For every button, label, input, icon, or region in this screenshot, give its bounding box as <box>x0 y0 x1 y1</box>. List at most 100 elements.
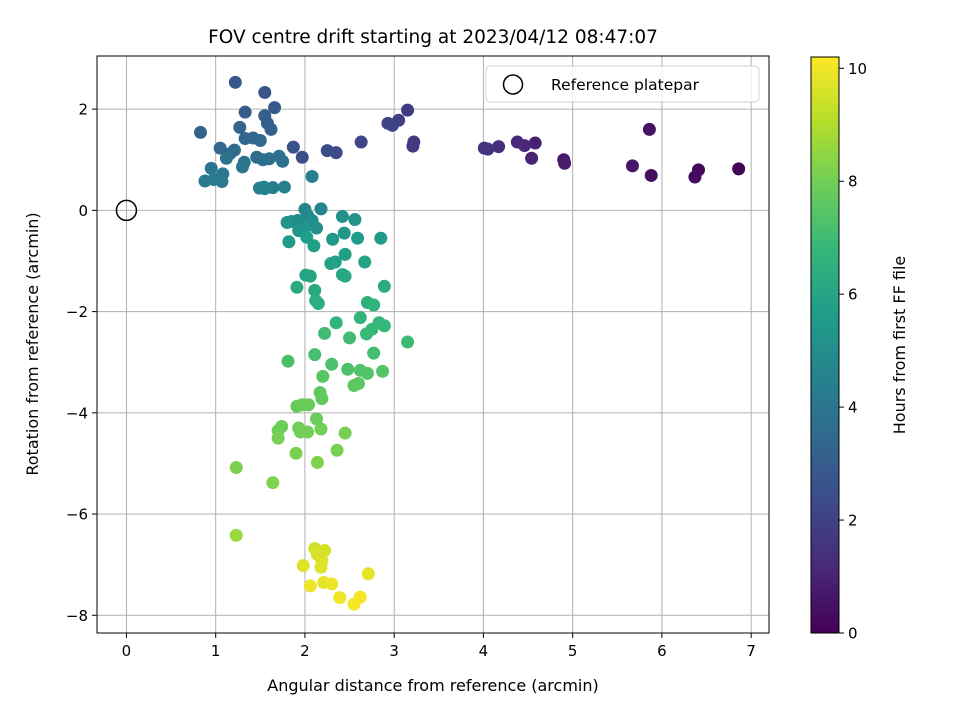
data-point <box>320 144 334 158</box>
data-point <box>338 269 352 283</box>
data-point <box>347 378 361 392</box>
data-point <box>558 156 572 170</box>
reference-marker <box>115 199 138 222</box>
data-point <box>289 446 303 460</box>
data-point <box>338 247 352 261</box>
data-point <box>510 135 524 149</box>
data-point <box>401 335 415 349</box>
data-point <box>406 139 420 153</box>
legend: Reference platepar <box>485 65 760 103</box>
data-point <box>219 151 233 165</box>
data-point <box>361 567 375 581</box>
x-tick-label: 2 <box>300 642 310 660</box>
data-point <box>353 311 367 325</box>
data-point <box>315 392 329 406</box>
data-point <box>688 170 702 184</box>
y-axis-ticks: 2 0 −2 −4 −6 −8 <box>66 101 97 625</box>
legend-marker-icon <box>502 74 524 95</box>
data-point <box>310 455 324 469</box>
colorbar-label: Hours from first FF file <box>890 256 909 435</box>
data-point <box>194 125 208 139</box>
data-point <box>326 232 340 246</box>
data-point <box>343 331 357 345</box>
data-point <box>732 162 746 176</box>
data-point <box>324 257 338 271</box>
y-tick-label: −4 <box>66 404 88 422</box>
data-point <box>276 154 290 168</box>
data-points <box>194 75 746 611</box>
data-point <box>325 357 339 371</box>
data-point <box>229 460 243 474</box>
legend-box <box>485 65 760 103</box>
colorbar-tick-label: 0 <box>848 625 858 643</box>
data-point <box>525 151 539 165</box>
x-tick-label: 3 <box>389 642 399 660</box>
x-tick-label: 1 <box>211 642 221 660</box>
data-point <box>290 280 304 294</box>
data-point <box>235 160 249 174</box>
data-point <box>314 422 328 436</box>
legend-entry-reference: Reference platepar <box>551 76 700 94</box>
data-point <box>310 221 324 235</box>
colorbar-tick-label: 8 <box>848 173 858 191</box>
data-point <box>337 226 351 240</box>
y-tick-label: −8 <box>66 607 88 625</box>
data-point <box>213 141 227 155</box>
data-point <box>376 364 390 378</box>
y-tick-label: −2 <box>66 303 88 321</box>
data-point <box>207 172 221 186</box>
data-point <box>333 591 347 605</box>
data-point <box>271 431 285 445</box>
data-point <box>367 298 381 312</box>
data-point <box>258 85 272 99</box>
data-point <box>233 120 247 134</box>
data-point <box>329 316 343 330</box>
data-point <box>286 140 300 154</box>
data-point <box>277 180 291 194</box>
reference-point <box>115 199 138 222</box>
data-point <box>301 425 315 439</box>
data-point <box>308 348 322 362</box>
data-point <box>358 255 372 269</box>
data-point <box>227 143 241 157</box>
data-point <box>300 230 314 244</box>
data-point <box>330 443 344 457</box>
y-tick-label: −6 <box>66 506 88 524</box>
data-point <box>347 597 361 611</box>
x-tick-label: 6 <box>657 642 667 660</box>
x-axis-ticks: 0 1 2 3 4 5 6 7 <box>122 633 756 660</box>
x-tick-label: 7 <box>746 642 756 660</box>
data-point <box>351 231 365 245</box>
data-point <box>354 135 368 149</box>
data-point <box>644 168 658 182</box>
chart-title: FOV centre drift starting at 2023/04/12 … <box>208 27 658 48</box>
colorbar-tick-label: 6 <box>848 286 858 304</box>
data-point <box>360 327 374 341</box>
data-point <box>305 169 319 183</box>
data-point <box>264 122 278 136</box>
data-point <box>310 412 324 426</box>
colorbar-tick-label: 2 <box>848 512 858 530</box>
data-point <box>338 426 352 440</box>
data-point <box>374 231 388 245</box>
data-point <box>282 235 296 249</box>
data-point <box>266 476 280 490</box>
x-tick-label: 4 <box>479 642 489 660</box>
data-point <box>311 297 325 311</box>
data-point <box>280 216 294 230</box>
data-point <box>228 75 242 89</box>
data-point <box>303 269 317 283</box>
data-point <box>302 398 316 412</box>
data-point <box>642 122 656 136</box>
data-point <box>477 141 491 155</box>
colorbar-tick-label: 4 <box>848 399 858 417</box>
data-point <box>625 159 639 173</box>
data-point <box>401 103 415 117</box>
data-point <box>528 136 542 150</box>
x-tick-label: 0 <box>122 642 132 660</box>
data-point <box>381 116 395 130</box>
data-point <box>238 105 252 119</box>
y-tick-label: 2 <box>78 101 88 119</box>
data-point <box>377 319 391 333</box>
